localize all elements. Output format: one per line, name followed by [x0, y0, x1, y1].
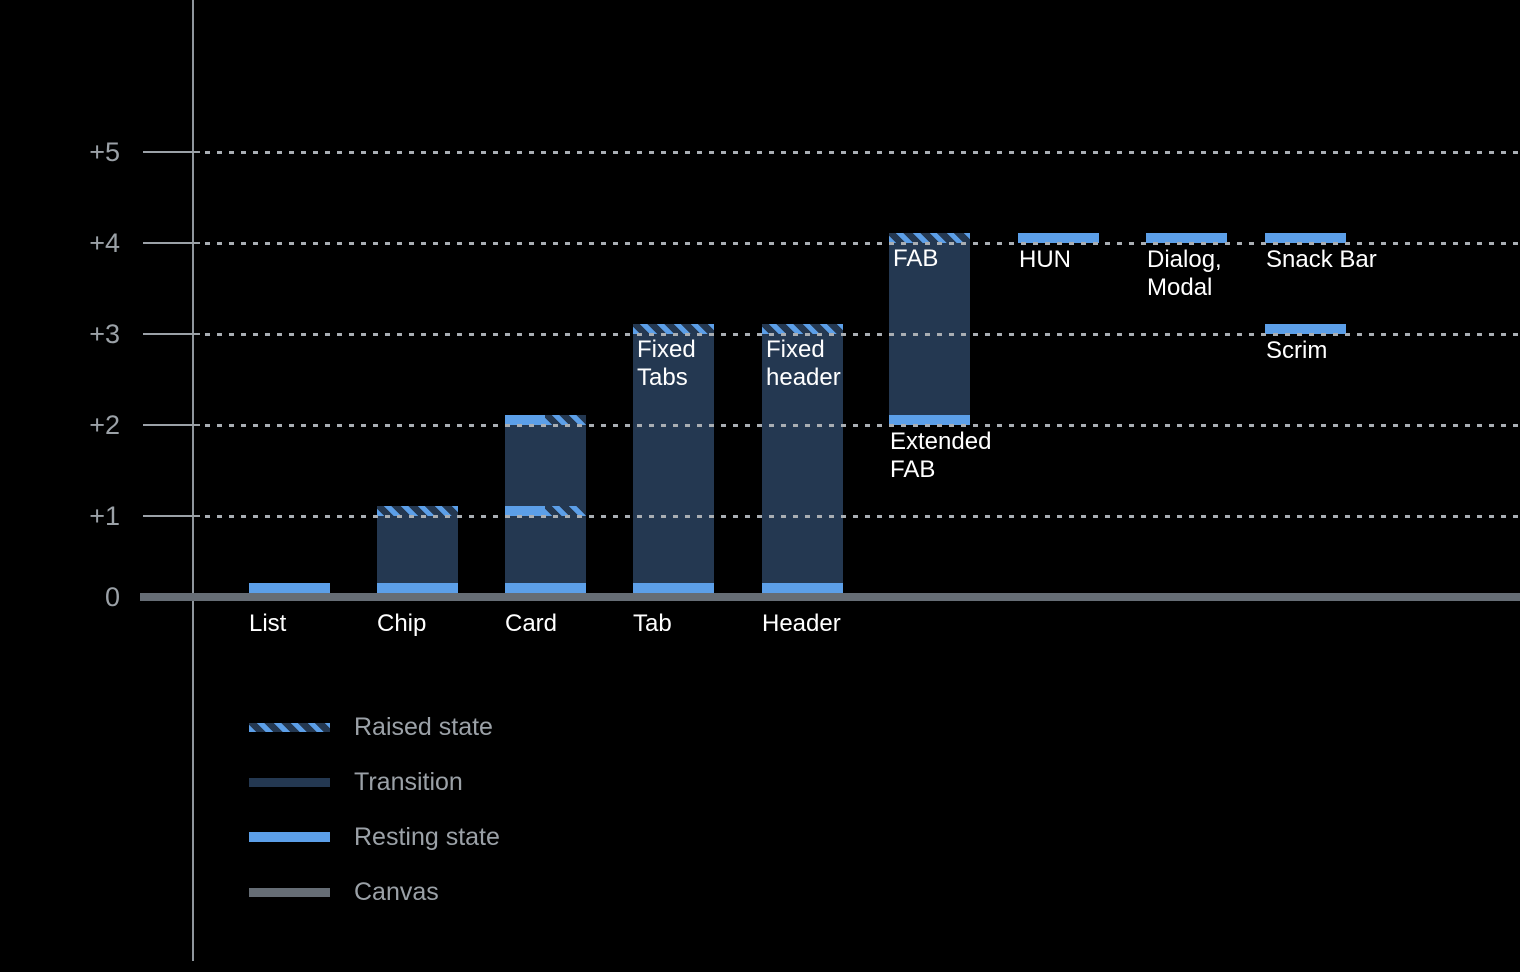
legend-label-canvas: Canvas: [354, 877, 439, 906]
card-label-line: Card: [505, 610, 558, 637]
chip-raised-segment: [377, 506, 458, 516]
legend-label-resting: Resting state: [354, 822, 500, 851]
tab-inner-label-line: Fixed: [637, 336, 696, 363]
list-label: List: [249, 610, 286, 638]
tab-transition-segment: [633, 334, 714, 583]
y-axis-label-+3: +3: [89, 319, 120, 349]
header-transition-segment: [762, 334, 843, 583]
header-raised-segment: [762, 324, 843, 334]
chip-transition-segment: [377, 516, 458, 583]
extended-fab-inner-label: FAB: [893, 245, 938, 273]
legend-item-resting: Resting state: [249, 823, 500, 851]
y-axis-tick-+5: [143, 151, 200, 153]
header-inner-label-line: header: [766, 364, 841, 391]
y-axis-tick-+1: [143, 515, 200, 517]
header-resting-segment: [762, 583, 843, 593]
card-resting-segment: [505, 415, 545, 425]
dialog-modal-label-line: Modal: [1147, 274, 1213, 301]
chip-resting-segment: [377, 583, 458, 593]
snack-bar-resting-segment: [1265, 233, 1346, 243]
extended-fab-label: Extended FAB: [890, 428, 991, 484]
list-resting-segment: [249, 583, 330, 593]
gridline-+3: [205, 333, 1520, 336]
extended-fab-transition-segment: [889, 243, 970, 415]
legend-swatch-canvas: [249, 887, 330, 897]
tab-resting-segment: [633, 583, 714, 593]
legend-swatch-transition: [249, 777, 330, 787]
tab-inner-label-line: Tabs: [637, 364, 688, 391]
legend-item-canvas: Canvas: [249, 878, 500, 906]
dialog-modal-resting-segment: [1146, 233, 1227, 243]
scrim-resting-segment: [1265, 324, 1346, 334]
header-inner-label-line: Fixed: [766, 336, 825, 363]
tab-label: Tab: [633, 610, 672, 638]
legend-label-raised: Raised state: [354, 712, 493, 741]
legend-label-transition: Transition: [354, 767, 463, 796]
legend-swatch-resting: [249, 832, 330, 842]
header-label: Header: [762, 610, 841, 638]
snack-bar-label-line: Snack Bar: [1266, 246, 1377, 273]
header-label-line: Header: [762, 610, 841, 637]
dialog-modal-label: Dialog, Modal: [1147, 246, 1222, 302]
hun-label: HUN: [1019, 246, 1071, 274]
extended-fab-label-line: Extended: [890, 428, 992, 455]
gridline-+1: [205, 515, 1520, 518]
card-raised-segment: [545, 506, 586, 516]
chip-label-line: Chip: [377, 610, 427, 637]
y-axis-tick-+4: [143, 242, 200, 244]
card-raised-segment: [545, 415, 586, 425]
y-axis-tick-+3: [143, 333, 200, 335]
card-resting-segment: [505, 506, 545, 516]
extended-fab-resting-segment: [889, 415, 970, 425]
scrim-label-line: Scrim: [1266, 337, 1328, 364]
y-axis-label-+4: +4: [89, 228, 120, 258]
card-label: Card: [505, 610, 557, 638]
gridline-+4: [205, 242, 1520, 245]
scrim-label: Scrim: [1266, 337, 1327, 365]
hun-label-line: HUN: [1019, 246, 1071, 273]
tab-raised-segment: [633, 324, 714, 334]
y-axis-label-+2: +2: [89, 410, 120, 440]
extended-fab-raised-segment: [889, 233, 970, 243]
y-axis-label-+1: +1: [89, 501, 120, 531]
list-label-line: List: [249, 610, 287, 637]
y-axis-label-+5: +5: [89, 137, 120, 167]
tab-inner-label: Fixed Tabs: [637, 336, 696, 392]
y-axis-line: [192, 0, 194, 961]
gridline-+2: [205, 424, 1520, 427]
extended-fab-inner-label-line: FAB: [893, 245, 939, 272]
card-transition-segment: [505, 425, 586, 583]
gridline-+5: [205, 151, 1520, 154]
hun-resting-segment: [1018, 233, 1099, 243]
extended-fab-label-line: FAB: [890, 456, 936, 483]
legend-item-transition: Transition: [249, 768, 500, 796]
card-resting-segment: [505, 583, 586, 593]
tab-label-line: Tab: [633, 610, 672, 637]
chip-label: Chip: [377, 610, 426, 638]
y-axis-label-0: 0: [104, 582, 120, 612]
legend-item-raised: Raised state: [249, 713, 500, 741]
y-axis-tick-+2: [143, 424, 200, 426]
chart-legend: Raised state Transition Resting state Canva…: [249, 713, 500, 933]
canvas-baseline: [140, 593, 1520, 601]
dialog-modal-label-line: Dialog,: [1147, 246, 1222, 273]
legend-swatch-raised: [249, 722, 330, 732]
header-inner-label: Fixed header: [766, 336, 841, 392]
snack-bar-label: Snack Bar: [1266, 246, 1377, 274]
